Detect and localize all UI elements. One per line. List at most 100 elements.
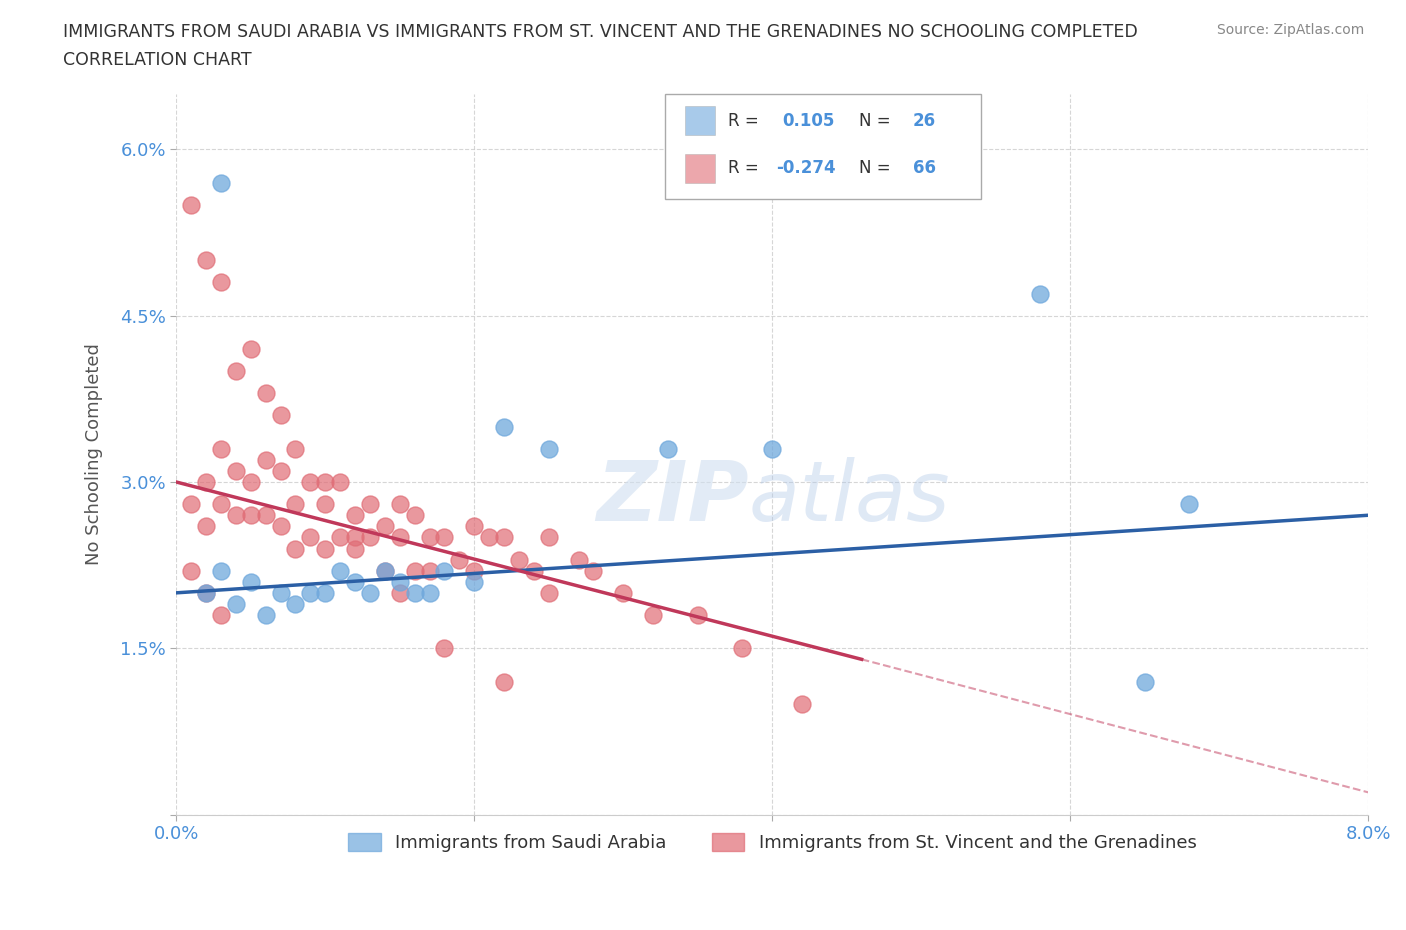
Point	[314, 497, 336, 512]
Text: Source: ZipAtlas.com: Source: ZipAtlas.com	[1216, 23, 1364, 37]
Point	[388, 530, 411, 545]
Point	[284, 596, 307, 611]
FancyBboxPatch shape	[665, 94, 981, 198]
Point	[299, 474, 322, 489]
Text: IMMIGRANTS FROM SAUDI ARABIA VS IMMIGRANTS FROM ST. VINCENT AND THE GRENADINES N: IMMIGRANTS FROM SAUDI ARABIA VS IMMIGRAN…	[63, 23, 1137, 41]
Point	[329, 530, 352, 545]
Point	[209, 442, 232, 457]
Point	[494, 530, 516, 545]
Point	[270, 408, 292, 423]
Point	[388, 497, 411, 512]
Point	[419, 530, 441, 545]
Point	[180, 564, 202, 578]
Point	[419, 585, 441, 600]
Point	[463, 519, 485, 534]
Point	[209, 564, 232, 578]
Point	[195, 253, 218, 268]
Point	[284, 541, 307, 556]
Point	[374, 564, 396, 578]
Point	[225, 508, 247, 523]
Point	[225, 596, 247, 611]
Y-axis label: No Schooling Completed: No Schooling Completed	[86, 343, 103, 565]
Point	[299, 585, 322, 600]
Point	[374, 564, 396, 578]
Point	[567, 552, 589, 567]
Point	[537, 530, 560, 545]
Point	[359, 497, 381, 512]
Point	[478, 530, 501, 545]
FancyBboxPatch shape	[685, 106, 716, 135]
Point	[254, 386, 277, 401]
Point	[284, 497, 307, 512]
Text: R =: R =	[728, 159, 759, 178]
Point	[463, 564, 485, 578]
Point	[284, 442, 307, 457]
Point	[329, 564, 352, 578]
Point	[1029, 286, 1052, 301]
Point	[494, 419, 516, 434]
Point	[195, 519, 218, 534]
Point	[254, 508, 277, 523]
Point	[209, 497, 232, 512]
Point	[270, 463, 292, 478]
Text: N =: N =	[859, 159, 891, 178]
Point	[195, 585, 218, 600]
Point	[388, 585, 411, 600]
Point	[404, 564, 426, 578]
Point	[508, 552, 530, 567]
Point	[314, 541, 336, 556]
Point	[657, 442, 679, 457]
Point	[419, 564, 441, 578]
Point	[344, 530, 367, 545]
Point	[270, 519, 292, 534]
Point	[209, 175, 232, 190]
Point	[195, 585, 218, 600]
Point	[388, 575, 411, 590]
Point	[180, 497, 202, 512]
Point	[195, 474, 218, 489]
Point	[329, 474, 352, 489]
Point	[404, 585, 426, 600]
Point	[641, 607, 664, 622]
Point	[463, 575, 485, 590]
Point	[254, 607, 277, 622]
Point	[239, 341, 262, 356]
Point	[239, 474, 262, 489]
Point	[731, 641, 754, 656]
Point	[314, 585, 336, 600]
Point	[359, 530, 381, 545]
Text: 0.105: 0.105	[782, 112, 834, 129]
Point	[225, 463, 247, 478]
Point	[270, 585, 292, 600]
Point	[433, 641, 456, 656]
Point	[537, 585, 560, 600]
Point	[523, 564, 546, 578]
Point	[180, 197, 202, 212]
Text: atlas: atlas	[748, 457, 950, 538]
Point	[314, 474, 336, 489]
Point	[612, 585, 634, 600]
Text: ZIP: ZIP	[596, 457, 748, 538]
Point	[344, 575, 367, 590]
Point	[686, 607, 709, 622]
Point	[494, 674, 516, 689]
Point	[374, 519, 396, 534]
Point	[299, 530, 322, 545]
Point	[582, 564, 605, 578]
Point	[344, 508, 367, 523]
Point	[1133, 674, 1156, 689]
Point	[254, 452, 277, 467]
Point	[239, 508, 262, 523]
Point	[790, 697, 813, 711]
Text: R =: R =	[728, 112, 759, 129]
Point	[209, 607, 232, 622]
Point	[209, 275, 232, 290]
Point	[404, 508, 426, 523]
FancyBboxPatch shape	[685, 153, 716, 182]
Point	[761, 442, 783, 457]
Point	[344, 541, 367, 556]
Point	[433, 564, 456, 578]
Legend: Immigrants from Saudi Arabia, Immigrants from St. Vincent and the Grenadines: Immigrants from Saudi Arabia, Immigrants…	[340, 826, 1204, 859]
Point	[225, 364, 247, 379]
Text: N =: N =	[859, 112, 891, 129]
